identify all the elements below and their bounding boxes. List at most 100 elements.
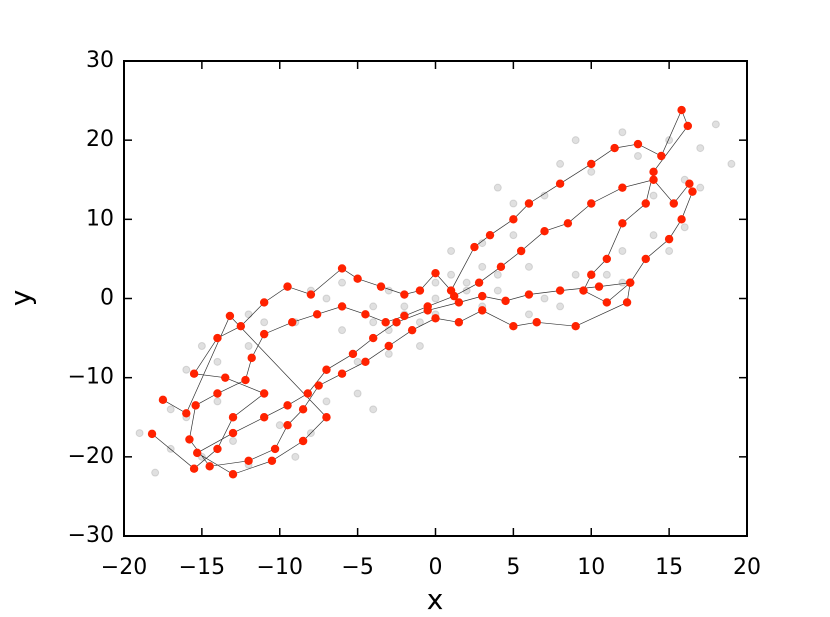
trajectory-point — [485, 230, 495, 240]
trajectory-point — [641, 199, 650, 208]
trajectory-point — [221, 373, 230, 382]
trajectory-point — [283, 401, 292, 410]
background-point — [633, 152, 642, 160]
trajectory-point — [555, 286, 565, 295]
trajectory-point — [337, 369, 347, 378]
background-point — [244, 310, 253, 319]
trajectory-point — [337, 302, 347, 311]
trajectory-point — [312, 310, 322, 319]
background-point — [618, 128, 627, 137]
trajectory-point — [147, 429, 157, 439]
trajectory-point — [400, 290, 409, 299]
trajectory-point — [454, 298, 464, 307]
background-point — [696, 183, 705, 192]
background-point — [338, 326, 347, 335]
trajectory-point — [270, 444, 280, 454]
background-point — [711, 120, 720, 129]
background-point — [493, 270, 502, 279]
trajectory-point — [649, 175, 658, 184]
trajectory-point — [625, 278, 635, 287]
background-point — [696, 144, 705, 153]
trajectory-point — [618, 219, 627, 228]
background-point — [400, 302, 409, 311]
trajectory-point — [353, 274, 362, 283]
trajectory-point — [594, 282, 604, 291]
trajectory-point — [602, 254, 612, 264]
background-point — [602, 270, 611, 279]
trajectory-point — [516, 246, 526, 256]
trajectory-point — [431, 268, 440, 278]
background-point — [587, 167, 596, 176]
trajectory-point — [641, 254, 650, 264]
trajectory-point — [381, 318, 390, 327]
trajectory-point — [306, 290, 316, 299]
trajectory-point — [407, 325, 417, 335]
background-point — [618, 278, 627, 287]
background-point — [665, 247, 674, 255]
background-point — [415, 318, 424, 327]
y-axis-label: y — [4, 290, 37, 307]
background-point — [291, 452, 300, 461]
background-point — [369, 302, 378, 311]
background-point — [493, 183, 502, 192]
trajectory-point — [213, 333, 222, 343]
trajectory-point — [298, 405, 308, 414]
background-point — [478, 262, 487, 271]
trajectory-point — [189, 464, 199, 473]
background-point — [556, 302, 565, 311]
trajectory-point — [213, 389, 222, 398]
background-point — [509, 231, 518, 240]
trajectory-point — [303, 389, 312, 398]
trajectory-point — [228, 470, 238, 479]
trajectory-point — [228, 413, 238, 422]
background-point — [478, 239, 487, 248]
x-tick-label: −15 — [179, 555, 225, 580]
trajectory-point — [501, 296, 510, 306]
background-point — [524, 262, 533, 271]
x-tick-label: −10 — [257, 555, 303, 580]
trajectory-point — [400, 311, 409, 321]
background-point — [369, 318, 378, 327]
background-point — [431, 294, 440, 303]
background-point — [571, 270, 580, 279]
trajectory-point — [563, 219, 573, 228]
background-point — [182, 365, 191, 374]
trajectory-point — [247, 353, 256, 363]
trajectory-point — [532, 318, 541, 327]
trajectory-point — [213, 444, 222, 454]
background-point — [384, 349, 393, 358]
trajectory-point — [474, 278, 484, 287]
trajectory-point — [664, 234, 674, 244]
background-point — [353, 389, 362, 398]
background-point — [509, 199, 518, 208]
trajectory-point — [241, 375, 250, 385]
trajectory-point — [236, 322, 246, 331]
background-point — [618, 247, 627, 255]
trajectory-point — [225, 311, 235, 321]
x-tick-label: −20 — [101, 555, 147, 580]
trajectory-point — [369, 333, 378, 343]
background-point — [649, 191, 658, 200]
trajectory-point — [384, 341, 393, 351]
trajectory-point — [288, 318, 297, 327]
trajectory-point — [454, 318, 464, 327]
trajectory-point — [259, 298, 269, 307]
y-tick-label: −20 — [68, 444, 114, 469]
trajectory-point — [189, 369, 199, 378]
trajectory-point — [337, 264, 347, 273]
background-point — [493, 286, 502, 295]
trajectory-point — [322, 413, 331, 422]
trajectory-point — [431, 314, 440, 323]
background-point — [135, 429, 144, 438]
trajectory-point — [376, 282, 386, 291]
trajectory-point — [579, 286, 588, 295]
background-point — [229, 437, 238, 445]
trajectory-point — [361, 310, 370, 319]
trajectory-point — [228, 428, 238, 438]
trajectory-point — [193, 448, 202, 458]
trajectory-point — [423, 306, 432, 315]
trajectory-point — [415, 286, 425, 295]
trajectory-point — [205, 462, 214, 471]
